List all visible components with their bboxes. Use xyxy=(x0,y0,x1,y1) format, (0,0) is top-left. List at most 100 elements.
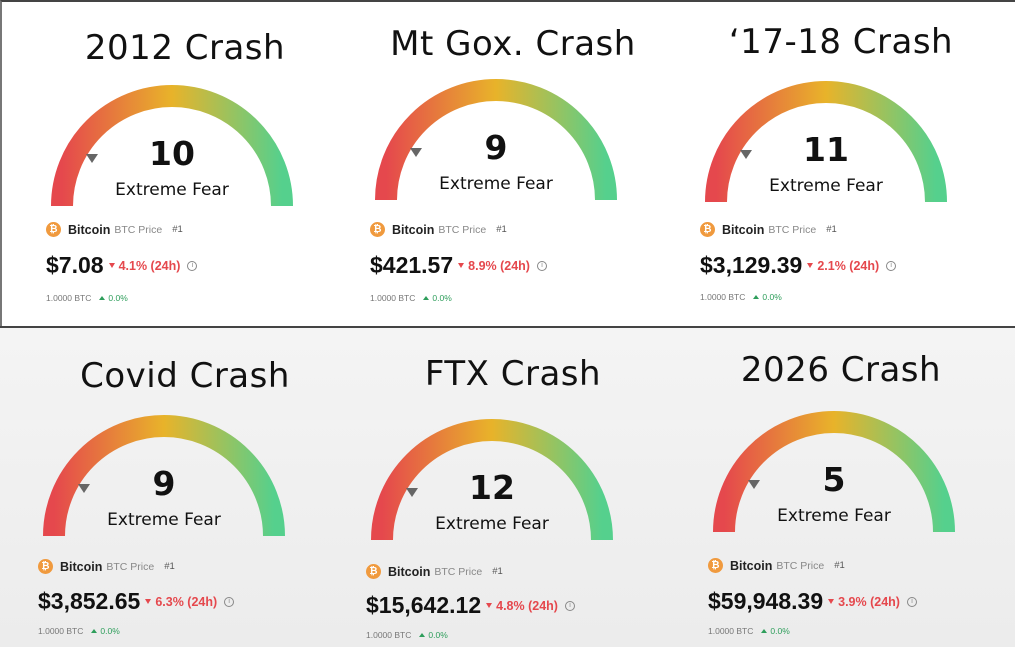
coin-subtitle: BTC Price xyxy=(106,560,155,573)
sentiment-label: Extreme Fear xyxy=(777,506,891,526)
price-row: $3,852.65 6.3% (24h) i xyxy=(38,588,235,615)
btc-amount: 1.0000 BTC xyxy=(708,626,754,636)
price-change: 8.9% (24h) xyxy=(458,259,530,273)
price-row: $3,129.39 2.1% (24h) i xyxy=(700,252,897,279)
btc-conversion: 1.0000 BTC 0.0% xyxy=(370,293,452,303)
gauge-pointer-icon xyxy=(740,150,752,159)
fear-greed-gauge: 10 Extreme Fear xyxy=(50,84,294,206)
btc-amount: 1.0000 BTC xyxy=(366,630,412,640)
info-icon[interactable]: i xyxy=(886,260,897,271)
price-row: $421.57 8.9% (24h) i xyxy=(370,252,547,279)
price-change-value: 6.3% (24h) xyxy=(155,594,218,609)
bitcoin-icon: ₿ xyxy=(700,222,715,237)
btc-price: $7.08 xyxy=(46,252,104,278)
up-arrow-icon xyxy=(753,295,760,299)
btc-change-value: 0.0% xyxy=(770,626,790,636)
btc-change-value: 0.0% xyxy=(762,292,782,302)
gauge-pointer-icon xyxy=(406,488,418,497)
btc-amount: 1.0000 BTC xyxy=(700,292,746,302)
price-row: $59,948.39 3.9% (24h) i xyxy=(708,588,917,615)
coin-subtitle: BTC Price xyxy=(768,223,817,236)
fear-greed-gauge: 9 Extreme Fear xyxy=(374,78,618,200)
fear-greed-score: 11 xyxy=(803,130,849,169)
price-change: 4.8% (24h) xyxy=(486,599,558,613)
btc-price: $421.57 xyxy=(370,252,454,278)
up-arrow-icon xyxy=(99,296,106,300)
coin-rank: #1 xyxy=(172,224,183,235)
crash-title: FTX Crash xyxy=(424,354,602,394)
crash-panel: 2026 Crash 5 Extreme Fear ₿ Bitcoin BTC … xyxy=(676,326,1006,646)
crash-panel: Mt Gox. Crash 9 Extreme Fear ₿ Bitcoin B… xyxy=(348,0,678,320)
crash-title: 2012 Crash xyxy=(84,28,286,68)
price-change: 6.3% (24h) xyxy=(145,595,217,609)
btc-change: 0.0% xyxy=(91,626,120,636)
coin-name[interactable]: Bitcoin xyxy=(388,564,431,579)
price-change-value: 4.8% (24h) xyxy=(496,598,558,613)
btc-change-value: 0.0% xyxy=(100,626,120,636)
btc-conversion: 1.0000 BTC 0.0% xyxy=(38,626,120,636)
fear-greed-gauge: 11 Extreme Fear xyxy=(704,80,948,202)
btc-amount: 1.0000 BTC xyxy=(46,293,92,303)
bitcoin-icon: ₿ xyxy=(46,222,61,237)
sentiment-label: Extreme Fear xyxy=(435,514,549,534)
sentiment-label: Extreme Fear xyxy=(115,180,229,200)
crash-panel: 2012 Crash 10 Extreme Fear ₿ Bitcoin BTC… xyxy=(20,0,350,320)
price-change-value: 4.1% (24h) xyxy=(118,258,181,273)
crash-title: Mt Gox. Crash xyxy=(390,24,636,64)
gauge-arc xyxy=(705,81,947,202)
crash-title: 2026 Crash xyxy=(740,350,942,390)
gauge-arc xyxy=(51,85,293,206)
btc-price: $3,129.39 xyxy=(700,252,803,278)
fear-greed-score: 9 xyxy=(484,128,508,167)
info-icon[interactable]: i xyxy=(564,600,575,611)
btc-change: 0.0% xyxy=(753,292,782,302)
coin-rank: #1 xyxy=(496,224,507,235)
coin-header: ₿ Bitcoin BTC Price #1 xyxy=(708,558,845,573)
coin-header: ₿ Bitcoin BTC Price #1 xyxy=(38,559,175,574)
price-change: 4.1% (24h) xyxy=(108,258,181,273)
fear-greed-gauge: 9 Extreme Fear xyxy=(42,414,286,536)
btc-conversion: 1.0000 BTC 0.0% xyxy=(46,293,128,303)
bitcoin-icon: ₿ xyxy=(708,558,723,573)
crash-panel: ‘17-18 Crash 11 Extreme Fear ₿ Bitcoin B… xyxy=(676,0,1006,320)
gauge-pointer-icon xyxy=(78,484,90,493)
btc-price: $59,948.39 xyxy=(708,588,824,614)
btc-change: 0.0% xyxy=(99,293,128,303)
coin-name[interactable]: Bitcoin xyxy=(730,558,773,573)
price-change: 2.1% (24h) xyxy=(807,259,879,273)
up-arrow-icon xyxy=(761,629,768,633)
coin-name[interactable]: Bitcoin xyxy=(68,222,111,237)
btc-amount: 1.0000 BTC xyxy=(38,626,84,636)
gauge-arc xyxy=(713,411,955,532)
fear-greed-score: 9 xyxy=(152,464,176,503)
gauge-arc xyxy=(371,419,613,540)
info-icon[interactable]: i xyxy=(187,260,198,271)
coin-name[interactable]: Bitcoin xyxy=(722,222,765,237)
fear-greed-gauge: 5 Extreme Fear xyxy=(712,410,956,532)
btc-change-value: 0.0% xyxy=(432,293,452,303)
sentiment-label: Extreme Fear xyxy=(107,510,221,530)
btc-conversion: 1.0000 BTC 0.0% xyxy=(700,292,782,302)
coin-name[interactable]: Bitcoin xyxy=(392,222,435,237)
bottom-row xyxy=(0,326,1015,647)
price-change-value: 3.9% (24h) xyxy=(838,594,900,609)
coin-subtitle: BTC Price xyxy=(438,223,487,236)
up-arrow-icon xyxy=(423,296,430,300)
crash-title: Covid Crash xyxy=(80,356,290,396)
gauge-pointer-icon xyxy=(86,154,98,163)
coin-header: ₿ Bitcoin BTC Price #1 xyxy=(700,222,837,237)
btc-change-value: 0.0% xyxy=(108,293,128,303)
crash-panel: Covid Crash 9 Extreme Fear ₿ Bitcoin BTC… xyxy=(20,326,350,646)
info-icon[interactable]: i xyxy=(536,260,547,271)
info-icon[interactable]: i xyxy=(906,596,917,607)
bitcoin-icon: ₿ xyxy=(38,559,53,574)
down-arrow-icon xyxy=(108,263,115,268)
info-icon[interactable]: i xyxy=(224,596,235,607)
btc-change-value: 0.0% xyxy=(428,630,448,640)
coin-rank: #1 xyxy=(834,560,845,571)
down-arrow-icon xyxy=(486,603,493,608)
coin-name[interactable]: Bitcoin xyxy=(60,559,103,574)
crash-title: ‘17-18 Crash xyxy=(728,22,954,62)
bitcoin-icon: ₿ xyxy=(370,222,385,237)
bitcoin-icon: ₿ xyxy=(366,564,381,579)
